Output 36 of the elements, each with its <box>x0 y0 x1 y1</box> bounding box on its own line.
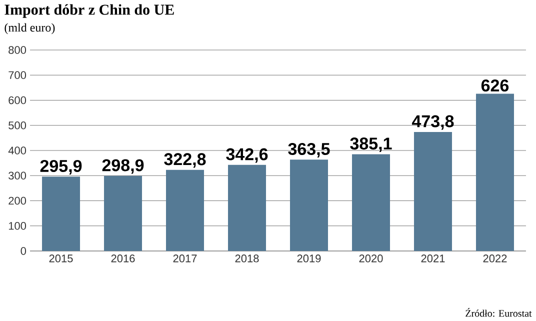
data-label: 385,1 <box>350 138 392 152</box>
bar <box>476 94 514 251</box>
bar <box>414 132 452 251</box>
bar <box>166 170 204 251</box>
y-tick-label: 700 <box>8 71 26 80</box>
chart-subtitle: (mld euro) <box>4 23 55 34</box>
bar <box>352 154 390 251</box>
y-tick-label: 200 <box>8 196 26 205</box>
data-label: 473,8 <box>412 115 454 130</box>
y-tick-label: 800 <box>8 46 26 54</box>
data-label: 295,9 <box>40 160 82 174</box>
data-label: 298,9 <box>102 159 144 174</box>
x-tick-label: 2019 <box>297 254 321 262</box>
x-tick-label: 2022 <box>483 254 507 262</box>
y-tick-label: 400 <box>8 146 26 154</box>
chart-title: Import dóbr z Chin do UE <box>4 4 174 18</box>
data-label: 363,5 <box>288 142 330 158</box>
bar <box>104 176 142 251</box>
data-label: 342,6 <box>226 148 268 163</box>
bar <box>228 164 266 251</box>
data-label: 626 <box>481 79 509 92</box>
bar <box>290 160 328 251</box>
bar <box>42 176 80 251</box>
x-tick-label: 2018 <box>235 254 259 262</box>
x-tick-label: 2021 <box>421 254 445 262</box>
x-tick-label: 2017 <box>173 254 197 262</box>
text: Źródło: Eurostat <box>466 308 532 317</box>
y-tick-label: 0 <box>20 247 26 255</box>
y-tick-label: 100 <box>8 222 26 230</box>
y-tick-label: 300 <box>8 172 26 180</box>
y-tick-label: 500 <box>8 121 26 130</box>
x-tick-label: 2016 <box>111 254 135 262</box>
x-tick-label: 2015 <box>49 254 73 262</box>
y-tick-label: 600 <box>8 96 26 104</box>
data-label: 322,8 <box>164 153 206 168</box>
x-tick-label: 2020 <box>359 254 383 262</box>
